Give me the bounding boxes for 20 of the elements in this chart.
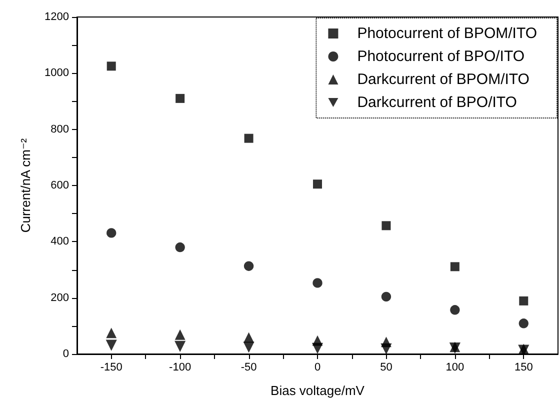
legend-label: Darkcurrent of BPOM/ITO <box>357 71 530 88</box>
x-tick-label: -100 <box>169 362 192 374</box>
y-tick-label: 200 <box>50 292 69 304</box>
y-tick-label: 400 <box>50 236 69 248</box>
y-tick-label: 800 <box>50 123 69 136</box>
x-tick-label: -150 <box>100 362 122 374</box>
y-tick-label: 1000 <box>44 67 69 80</box>
y-axis-title: Current/nA cm⁻² <box>18 138 33 233</box>
x-axis-title: Bias voltage/mV <box>270 383 365 398</box>
legend-label: Photocurrent of BPOM/ITO <box>357 25 537 42</box>
x-tick-label: -50 <box>240 362 257 374</box>
x-tick-label: 100 <box>446 362 464 374</box>
x-tick-label: 150 <box>514 362 533 374</box>
legend-label: Darkcurrent of BPO/ITO <box>357 94 517 111</box>
y-tick-label: 0 <box>62 348 69 360</box>
x-tick-label: 50 <box>380 362 392 374</box>
x-tick-label: 0 <box>314 362 321 374</box>
y-tick-label: 600 <box>50 180 69 192</box>
y-tick-label: 1200 <box>44 11 69 23</box>
legend-label: Photocurrent of BPO/ITO <box>357 48 525 65</box>
